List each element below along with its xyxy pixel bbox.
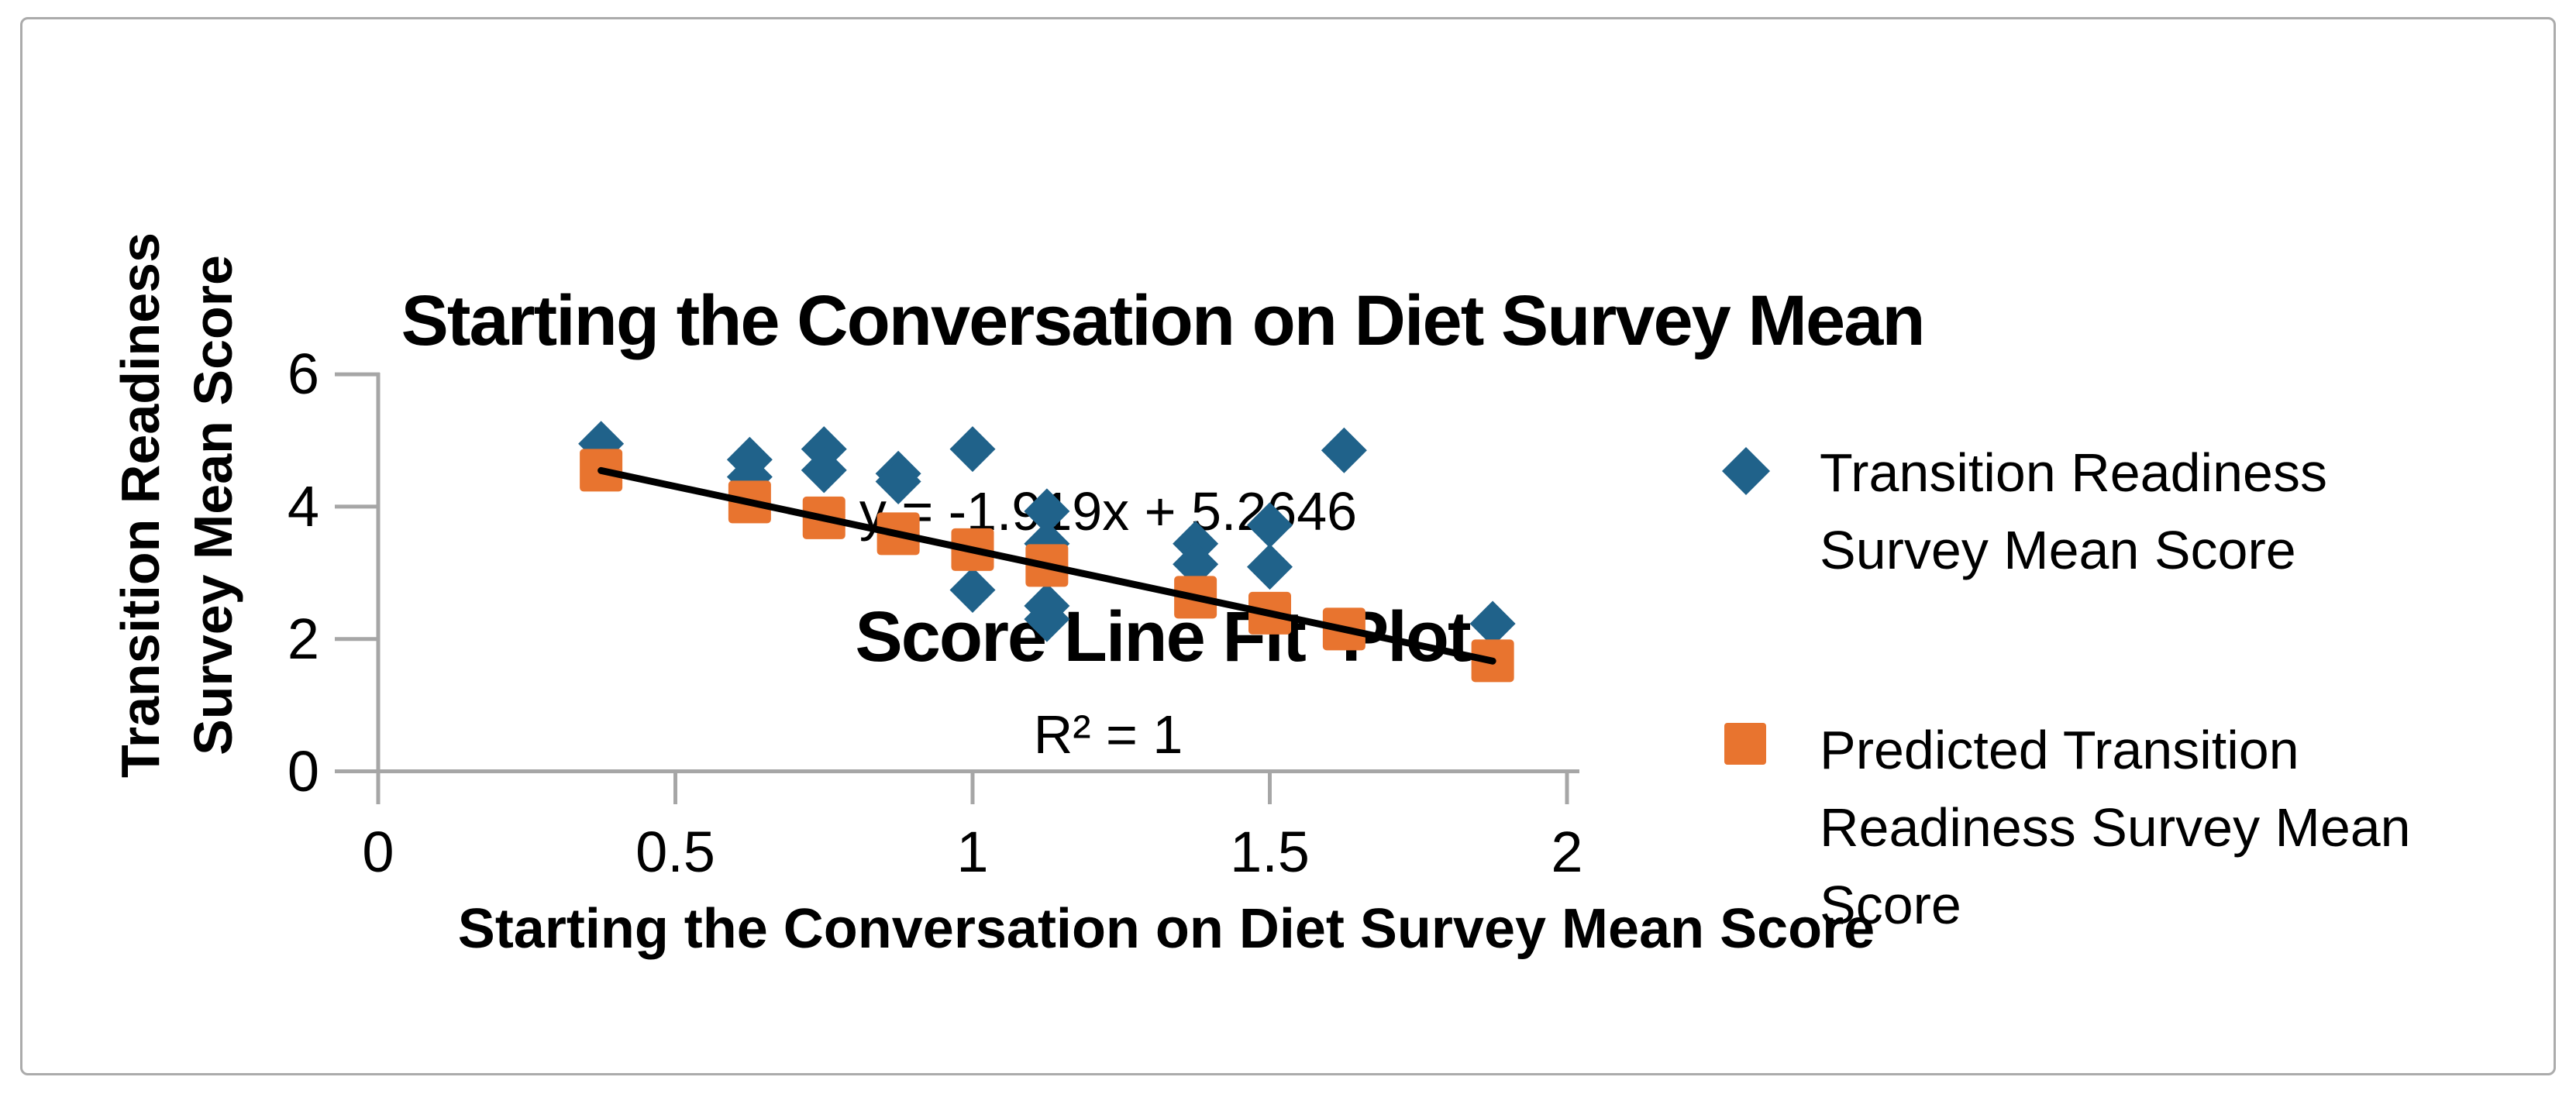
y-tick-label: 2 xyxy=(287,606,319,671)
legend-label-line: Score xyxy=(1820,875,1961,935)
x-axis-title: Starting the Conversation on Diet Survey… xyxy=(457,898,1875,960)
r-squared-line: R² = 1 xyxy=(1033,704,1183,765)
data-point-diamond xyxy=(875,458,921,504)
data-point-diamond xyxy=(1173,541,1219,587)
legend-label-line: Survey Mean Score xyxy=(1820,520,2296,580)
chart-title-line1: Starting the Conversation on Diet Survey… xyxy=(401,281,1925,360)
legend-label: Predicted Transition Readiness Survey Mea… xyxy=(1820,711,2411,944)
chart-outer-border xyxy=(20,17,2556,1075)
data-point-diamond xyxy=(949,567,996,614)
x-tick-label: 0.5 xyxy=(635,820,715,884)
data-point-diamond xyxy=(1024,488,1070,535)
legend-label-line: Predicted Transition xyxy=(1820,720,2299,780)
legend-label-line: Readiness Survey Mean xyxy=(1820,797,2411,858)
legend-label-line: Transition Readiness xyxy=(1820,442,2327,503)
y-tick-label: 6 xyxy=(287,342,319,407)
trendline xyxy=(598,466,1496,665)
data-point-diamond xyxy=(949,426,996,473)
chart-title: Starting the Conversation on Diet Survey… xyxy=(232,57,2092,900)
data-point-diamond xyxy=(1469,600,1516,647)
data-point-diamond xyxy=(1321,427,1367,473)
x-tick-label: 1 xyxy=(956,820,989,884)
x-tick-label: 0 xyxy=(362,820,394,884)
data-point-diamond xyxy=(1247,544,1293,590)
x-tick-label: 2 xyxy=(1551,820,1583,884)
y-tick-label: 0 xyxy=(287,738,319,803)
x-tick-label: 1.5 xyxy=(1230,820,1310,884)
data-point-diamond xyxy=(1024,596,1070,642)
data-point-diamond xyxy=(1247,502,1293,549)
y-tick-label: 4 xyxy=(287,473,319,538)
legend-label: Transition Readiness Survey Mean Score xyxy=(1820,434,2327,589)
data-point-diamond xyxy=(801,447,847,494)
